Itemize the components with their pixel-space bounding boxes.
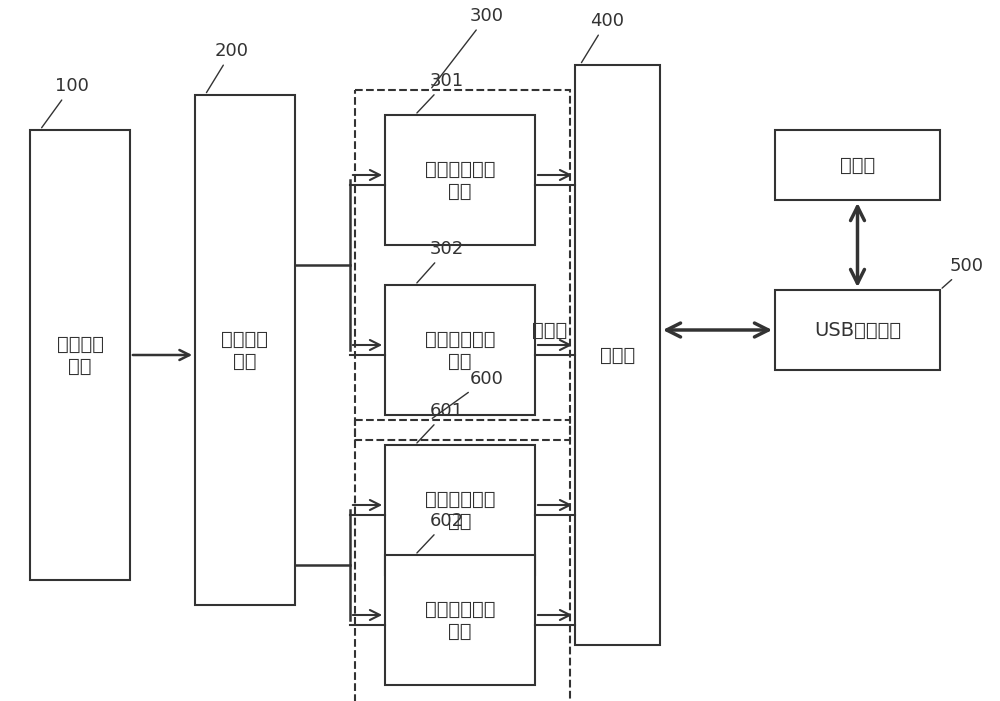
Text: 602: 602 (417, 512, 464, 553)
Text: USB接口芯片: USB接口芯片 (814, 320, 901, 339)
Text: 第二波形整形
模块: 第二波形整形 模块 (425, 489, 495, 531)
Bar (385, 445, 535, 575)
Bar (355, 90, 570, 440)
Bar (30, 130, 130, 580)
Bar (775, 290, 940, 370)
Text: 302: 302 (417, 240, 464, 283)
Bar (775, 130, 940, 200)
Text: 400: 400 (581, 12, 624, 62)
Text: 600: 600 (432, 370, 504, 418)
Text: 第二低通滤波
模块: 第二低通滤波 模块 (425, 599, 495, 641)
Text: 单片机: 单片机 (600, 346, 635, 365)
Text: 单片机: 单片机 (532, 320, 567, 339)
Bar (385, 555, 535, 685)
Text: 100: 100 (42, 77, 89, 128)
Text: 200: 200 (206, 42, 249, 93)
Text: 第一低通滤波
模块: 第一低通滤波 模块 (425, 329, 495, 371)
Bar (575, 65, 660, 645)
Text: 500: 500 (942, 257, 984, 288)
Bar (385, 285, 535, 415)
Text: 301: 301 (417, 72, 464, 113)
Bar (355, 420, 570, 701)
Text: 第一波形整形
模块: 第一波形整形 模块 (425, 160, 495, 200)
Text: 信号调理
模块: 信号调理 模块 (222, 329, 268, 371)
Bar (195, 95, 295, 605)
Text: 信号采集
模块: 信号采集 模块 (56, 334, 104, 376)
Text: 300: 300 (432, 7, 504, 88)
Bar (385, 115, 535, 245)
Text: 601: 601 (417, 402, 464, 443)
Text: 上位机: 上位机 (840, 156, 875, 175)
